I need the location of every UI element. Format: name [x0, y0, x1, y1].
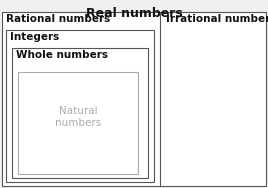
Text: Rational numbers: Rational numbers — [6, 14, 110, 24]
Text: Real numbers: Real numbers — [85, 7, 183, 20]
Bar — [6, 30, 154, 182]
Text: Integers: Integers — [10, 32, 59, 42]
Text: Irrational numbers: Irrational numbers — [166, 14, 268, 24]
Text: Natural
numbers: Natural numbers — [55, 106, 101, 128]
Bar — [12, 48, 148, 178]
Text: Whole numbers: Whole numbers — [16, 50, 108, 60]
Bar — [18, 72, 138, 174]
